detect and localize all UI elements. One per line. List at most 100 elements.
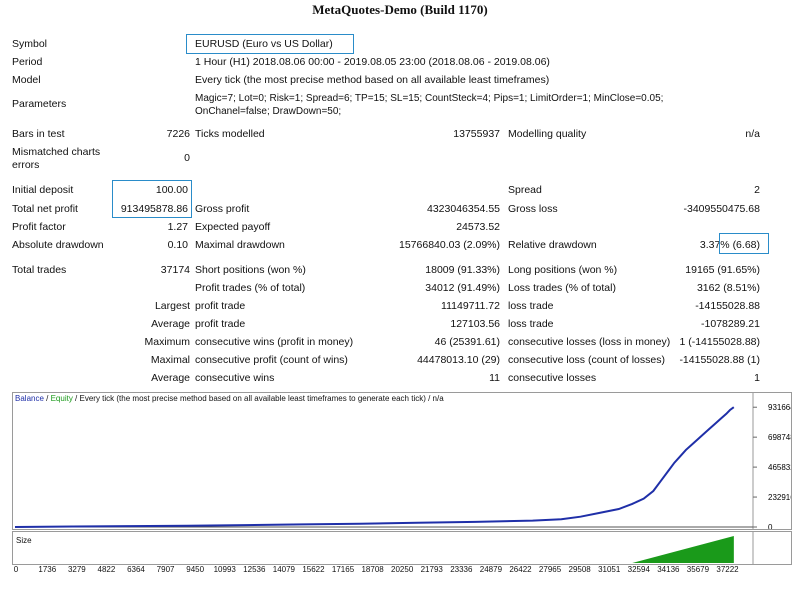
x-tick-label: 10993 (213, 565, 236, 574)
modelling-quality-value: n/a (745, 128, 760, 140)
ticks-modelled-label: Ticks modelled (195, 128, 265, 140)
profit-factor-label: Profit factor (12, 221, 66, 233)
size-panel-label: Size (16, 536, 32, 545)
average-label: Average (151, 318, 190, 330)
maximal-consecutive-loss-value: -14155028.88 (1) (679, 354, 760, 366)
relative-drawdown-label: Relative drawdown (508, 239, 597, 251)
x-tick-label: 7907 (156, 565, 175, 574)
y-tick-label: 69874861 (768, 433, 791, 442)
x-tick-label: 9450 (186, 565, 205, 574)
x-tick-label: 0 (13, 565, 19, 574)
maximum-label: Maximum (144, 336, 190, 348)
mismatched-label-1: Mismatched charts (12, 146, 101, 158)
x-tick-label: 20250 (391, 565, 414, 574)
maximal-consecutive-profit-label: consecutive profit (count of wins) (195, 354, 348, 366)
balance-chart-plot: 93166481 69874861 46583240 23291620 0 (14, 393, 791, 529)
long-positions-value: 19165 (91.65%) (685, 264, 760, 276)
x-tick-label: 27965 (538, 565, 562, 574)
initial-deposit-value: 100.00 (155, 184, 188, 196)
largest-profit-trade-value: 11149711.72 (441, 300, 500, 312)
relative-drawdown-value: 3.37% (6.68) (699, 239, 760, 251)
report-title: MetaQuotes-Demo (Build 1170) (312, 2, 488, 17)
period-label: Period (12, 56, 43, 68)
total-trades-label: Total trades (12, 264, 67, 276)
bars-in-test-value: 7226 (166, 128, 190, 140)
maximal-drawdown-label: Maximal drawdown (195, 239, 285, 251)
symbol-value: EURUSD (Euro vs US Dollar) (195, 38, 333, 50)
maximal-consecutive-profit-value: 44478013.10 (29) (417, 354, 500, 366)
gross-loss-value: -3409550475.68 (683, 203, 761, 215)
initial-deposit-label: Initial deposit (12, 184, 74, 196)
average-loss-trade-value: -1078289.21 (701, 318, 760, 330)
x-tick-label: 24879 (479, 565, 503, 574)
x-tick-label: 32594 (627, 565, 650, 574)
x-tick-label: 1736 (38, 565, 57, 574)
parameters-value-line2: OnChanel=false; DrawDown=50; (195, 106, 342, 117)
gross-loss-label: Gross loss (508, 203, 558, 215)
x-tick-label: 35679 (686, 565, 710, 574)
x-tick-label: 15622 (302, 565, 325, 574)
size-area (632, 536, 734, 563)
profit-trades-value: 34012 (91.49%) (425, 282, 500, 294)
modelling-quality-label: Modelling quality (508, 128, 587, 140)
parameters-label: Parameters (12, 98, 67, 110)
gross-profit-value: 4323046354.55 (427, 203, 500, 215)
total-net-profit-value: 913495878.86 (120, 203, 188, 215)
absolute-drawdown-label: Absolute drawdown (12, 239, 104, 251)
average-profit-trade-value: 127103.56 (450, 318, 500, 330)
model-label: Model (12, 74, 41, 86)
max-consecutive-losses-value: 1 (-14155028.88) (679, 336, 760, 348)
loss-trades-value: 3162 (8.51%) (696, 282, 760, 294)
x-tick-label: 3279 (67, 565, 86, 574)
maximal-consecutive-loss-label: consecutive loss (count of losses) (508, 354, 665, 366)
chart-header-rest: / Every tick (the most precise method ba… (72, 394, 444, 403)
spread-value: 2 (754, 184, 760, 196)
legend-balance: Balance (15, 394, 44, 403)
maximal-label: Maximal (150, 354, 190, 366)
y-tick-label: 23291620 (768, 493, 791, 502)
x-tick-label: 23336 (450, 565, 473, 574)
largest-loss-trade-value: -14155028.88 (695, 300, 760, 312)
size-panel: Size (12, 531, 792, 565)
balance-chart: Balance / Equity / Every tick (the most … (12, 392, 792, 530)
x-tick-label: 29508 (568, 565, 591, 574)
parameters-value-line1: Magic=7; Lot=0; Risk=1; Spread=6; TP=15;… (195, 93, 664, 104)
y-tick-label: 93166481 (768, 403, 791, 412)
expected-payoff-label: Expected payoff (195, 221, 271, 233)
mismatched-value: 0 (184, 152, 190, 164)
x-tick-label: 12536 (243, 565, 266, 574)
mismatched-label-2: errors (12, 159, 40, 171)
average-consecutive-losses-label: consecutive losses (508, 372, 597, 384)
x-tick-label: 18708 (361, 565, 384, 574)
average-consecutive-wins-value: 11 (489, 372, 500, 384)
loss-trades-label: Loss trades (% of total) (508, 282, 616, 294)
period-value: 1 Hour (H1) 2018.08.06 00:00 - 2019.08.0… (195, 56, 550, 68)
expected-payoff-value: 24573.52 (456, 221, 500, 233)
profit-factor-value: 1.27 (167, 221, 188, 233)
x-tick-label: 4822 (97, 565, 116, 574)
average-consecutive-wins-label: consecutive wins (195, 372, 275, 384)
chart-header: Balance / Equity / Every tick (the most … (15, 394, 444, 403)
x-tick-label: 6364 (127, 565, 145, 574)
short-positions-label: Short positions (won %) (195, 264, 306, 276)
size-panel-plot (632, 532, 754, 564)
y-tick-label: 46583240 (768, 463, 791, 472)
profit-trades-label: Profit trades (% of total) (195, 282, 306, 294)
average2-label: Average (151, 372, 190, 384)
x-tick-label: 26422 (509, 565, 532, 574)
x-tick-label: 14079 (272, 565, 295, 574)
x-tick-label: 17165 (331, 565, 355, 574)
gross-profit-label: Gross profit (195, 203, 250, 215)
legend-sep: / (43, 394, 51, 403)
max-consecutive-wins-label: consecutive wins (profit in money) (195, 336, 354, 348)
bars-in-test-label: Bars in test (12, 128, 65, 140)
model-value: Every tick (the most precise method base… (195, 74, 550, 86)
max-consecutive-wins-value: 46 (25391.61) (434, 336, 500, 348)
average-profit-trade-label: profit trade (195, 318, 246, 330)
total-net-profit-label: Total net profit (12, 203, 78, 215)
max-consecutive-losses-label: consecutive losses (loss in money) (508, 336, 671, 348)
ticks-modelled-value: 13755937 (453, 128, 500, 140)
short-positions-value: 18009 (91.33%) (425, 264, 500, 276)
largest-loss-trade-label: loss trade (508, 300, 554, 312)
x-tick-label: 34136 (657, 565, 680, 574)
